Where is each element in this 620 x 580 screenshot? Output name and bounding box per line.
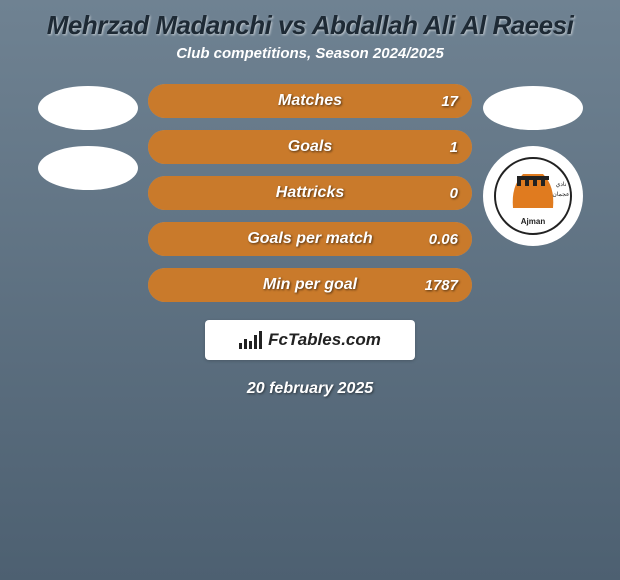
svg-text:نادي: نادي [555,181,566,188]
stat-value-right: 1 [450,139,458,156]
svg-text:عجمان: عجمان [552,191,569,198]
comparison-card: Mehrzad Madanchi vs Abdallah Ali Al Raee… [0,0,620,580]
stat-row: Min per goal 1787 [148,268,472,302]
stat-row: Goals per match 0.06 [148,222,472,256]
right-player-column: Ajman نادي عجمان [480,78,585,246]
stat-label: Goals per match [247,230,372,248]
chart-icon [239,331,262,349]
right-player-club-logo: Ajman نادي عجمان [483,146,583,246]
stat-value-right: 17 [441,93,458,110]
stat-value-right: 0.06 [429,231,458,248]
stat-label: Min per goal [263,276,357,294]
stat-row: Hattricks 0 [148,176,472,210]
stat-label: Matches [278,92,342,110]
left-player-avatar [38,86,138,130]
date-line: 20 february 2025 [0,380,620,398]
left-player-club-placeholder [38,146,138,190]
stat-row: Matches 17 [148,84,472,118]
page-title: Mehrzad Madanchi vs Abdallah Ali Al Raee… [0,0,620,45]
stat-label: Hattricks [276,184,344,202]
brand-text: FcTables.com [268,330,381,350]
stat-row: Goals 1 [148,130,472,164]
subtitle: Club competitions, Season 2024/2025 [0,45,620,78]
brand-badge[interactable]: FcTables.com [205,320,415,360]
ajman-logo-icon: Ajman نادي عجمان [493,156,573,236]
right-player-avatar [483,86,583,130]
left-player-column [35,78,140,190]
content-row: Matches 17 Goals 1 Hattricks 0 Goals per match… [0,78,620,302]
stat-value-right: 0 [450,185,458,202]
stat-value-right: 1787 [425,277,458,294]
svg-text:Ajman: Ajman [520,217,545,226]
stats-column: Matches 17 Goals 1 Hattricks 0 Goals per match… [140,78,480,302]
stat-label: Goals [288,138,332,156]
